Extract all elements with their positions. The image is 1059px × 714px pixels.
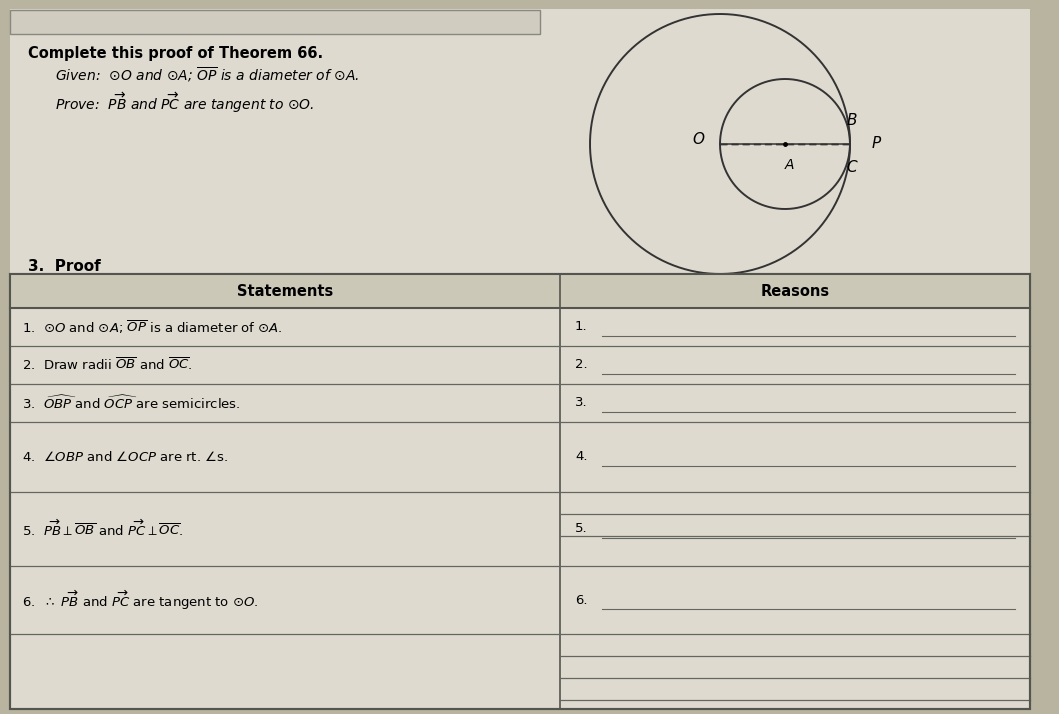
- Text: 5.: 5.: [575, 523, 588, 536]
- Bar: [10, 274, 1030, 308]
- Text: 4.  $\angle OBP$ and $\angle OCP$ are rt. $\angle$s.: 4. $\angle OBP$ and $\angle OCP$ are rt.…: [22, 450, 228, 464]
- Text: 6.  $\therefore$ $\overrightarrow{PB}$ and $\overrightarrow{PC}$ are tangent to : 6. $\therefore$ $\overrightarrow{PB}$ an…: [22, 588, 258, 612]
- Bar: [10, 10, 540, 34]
- Text: Reasons: Reasons: [760, 283, 829, 298]
- Text: 2.  Draw radii $\overline{OB}$ and $\overline{OC}$.: 2. Draw radii $\overline{OB}$ and $\over…: [22, 357, 193, 373]
- Text: Prove:  $\overrightarrow{PB}$ and $\overrightarrow{PC}$ are tangent to $\odot O$: Prove: $\overrightarrow{PB}$ and $\overr…: [55, 90, 315, 115]
- Text: Complete this proof of Theorem 66.: Complete this proof of Theorem 66.: [28, 46, 323, 61]
- Text: 2.: 2.: [575, 358, 588, 371]
- Text: O: O: [692, 131, 704, 146]
- Text: A: A: [785, 158, 794, 172]
- Bar: [10, 274, 1030, 709]
- Bar: [10, 274, 1030, 709]
- Text: 3.  $\widehat{OBP}$ and $\widehat{OCP}$ are semicircles.: 3. $\widehat{OBP}$ and $\widehat{OCP}$ a…: [22, 394, 240, 412]
- Text: 1.: 1.: [575, 321, 588, 333]
- Text: 3.: 3.: [575, 396, 588, 410]
- Text: B: B: [847, 113, 857, 128]
- Text: C: C: [847, 160, 858, 175]
- Text: 6.: 6.: [575, 593, 588, 606]
- Text: Given:  $\odot O$ and $\odot A$; $\overline{OP}$ is a diameter of $\odot A$.: Given: $\odot O$ and $\odot A$; $\overli…: [55, 66, 359, 84]
- Text: 3.  Proof: 3. Proof: [28, 259, 101, 274]
- Text: 4.: 4.: [575, 451, 588, 463]
- Text: P: P: [872, 136, 881, 151]
- Text: Statements: Statements: [237, 283, 334, 298]
- Text: 1.  $\odot O$ and $\odot A$; $\overline{OP}$ is a diameter of $\odot A$.: 1. $\odot O$ and $\odot A$; $\overline{O…: [22, 318, 283, 336]
- Text: 5.  $\overrightarrow{PB}\perp\overline{OB}$ and $\overrightarrow{PC}\perp\overli: 5. $\overrightarrow{PB}\perp\overline{OB…: [22, 519, 183, 539]
